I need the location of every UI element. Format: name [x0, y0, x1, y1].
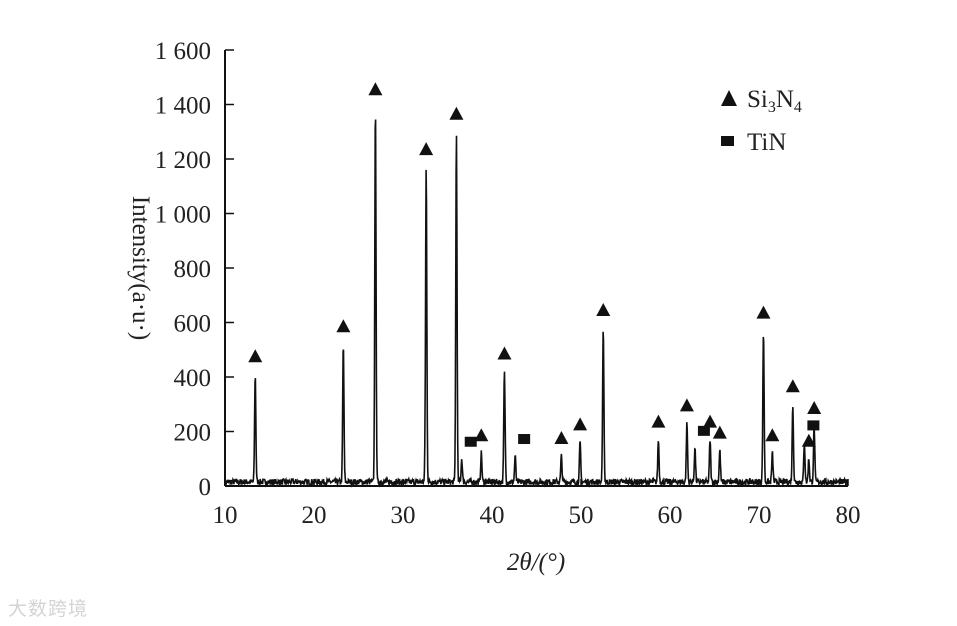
si3n4-peak-marker [449, 106, 464, 120]
legend: Si3N4 TiN [721, 86, 802, 156]
tin-peak-marker [807, 420, 820, 431]
x-tick-label: 50 [569, 502, 594, 529]
y-tick-label: 400 [174, 365, 212, 392]
peak-markers [248, 82, 822, 447]
si3n4-peak-marker [596, 302, 611, 316]
y-tick-label: 1 400 [155, 93, 211, 120]
si3n4-peak-marker [703, 414, 718, 428]
x-tick-label: 10 [213, 502, 238, 529]
y-ticks: 0 200 400 600 800 1 000 1 200 1 400 1 600 [155, 38, 234, 501]
x-tick-label: 80 [836, 502, 861, 529]
si3n4-peak-marker [474, 428, 489, 442]
si3n4-peak-marker [573, 417, 588, 431]
tin-peak-marker [518, 434, 531, 445]
x-axis-title: 2θ/(°) [507, 549, 565, 576]
si3n4-peak-marker [651, 414, 666, 428]
legend-marker-tin [721, 136, 734, 146]
si3n4-peak-marker [712, 425, 727, 439]
si3n4-peak-marker [756, 305, 771, 319]
x-tick-label: 30 [391, 502, 416, 529]
y-tick-label: 1 600 [155, 38, 211, 65]
watermark-text: 大数跨境 [8, 598, 89, 620]
y-tick-label: 800 [174, 256, 212, 283]
x-tick-label: 40 [480, 502, 505, 529]
legend-marker-si3n4 [721, 90, 737, 106]
si3n4-peak-marker [419, 142, 434, 156]
si3n4-peak-marker [765, 428, 780, 442]
axes [224, 50, 848, 487]
legend-label-tin: TiN [747, 129, 786, 156]
x-tick-label: 60 [658, 502, 683, 529]
si3n4-peak-marker [336, 319, 351, 333]
si3n4-peak-marker [248, 349, 263, 363]
y-tick-label: 1 000 [155, 202, 211, 229]
y-tick-label: 600 [174, 311, 212, 338]
xrd-trace-line [224, 119, 849, 488]
x-tick-label: 20 [302, 502, 327, 529]
si3n4-peak-marker [807, 401, 822, 415]
si3n4-peak-marker [368, 82, 383, 96]
y-axis-title: Intensity(a·u·) [127, 196, 154, 340]
si3n4-peak-marker [554, 431, 569, 445]
x-tick-label: 70 [747, 502, 772, 529]
si3n4-peak-marker [497, 346, 512, 360]
y-tick-label: 0 [199, 474, 212, 501]
si3n4-peak-marker [801, 433, 816, 447]
tin-peak-marker [464, 436, 477, 447]
si3n4-peak-marker [785, 379, 800, 393]
y-tick-label: 1 200 [155, 147, 211, 174]
si3n4-peak-marker [679, 398, 694, 412]
y-tick-label: 200 [174, 420, 212, 447]
legend-label-si3n4: Si3N4 [747, 86, 802, 116]
tin-peak-marker [697, 425, 710, 436]
